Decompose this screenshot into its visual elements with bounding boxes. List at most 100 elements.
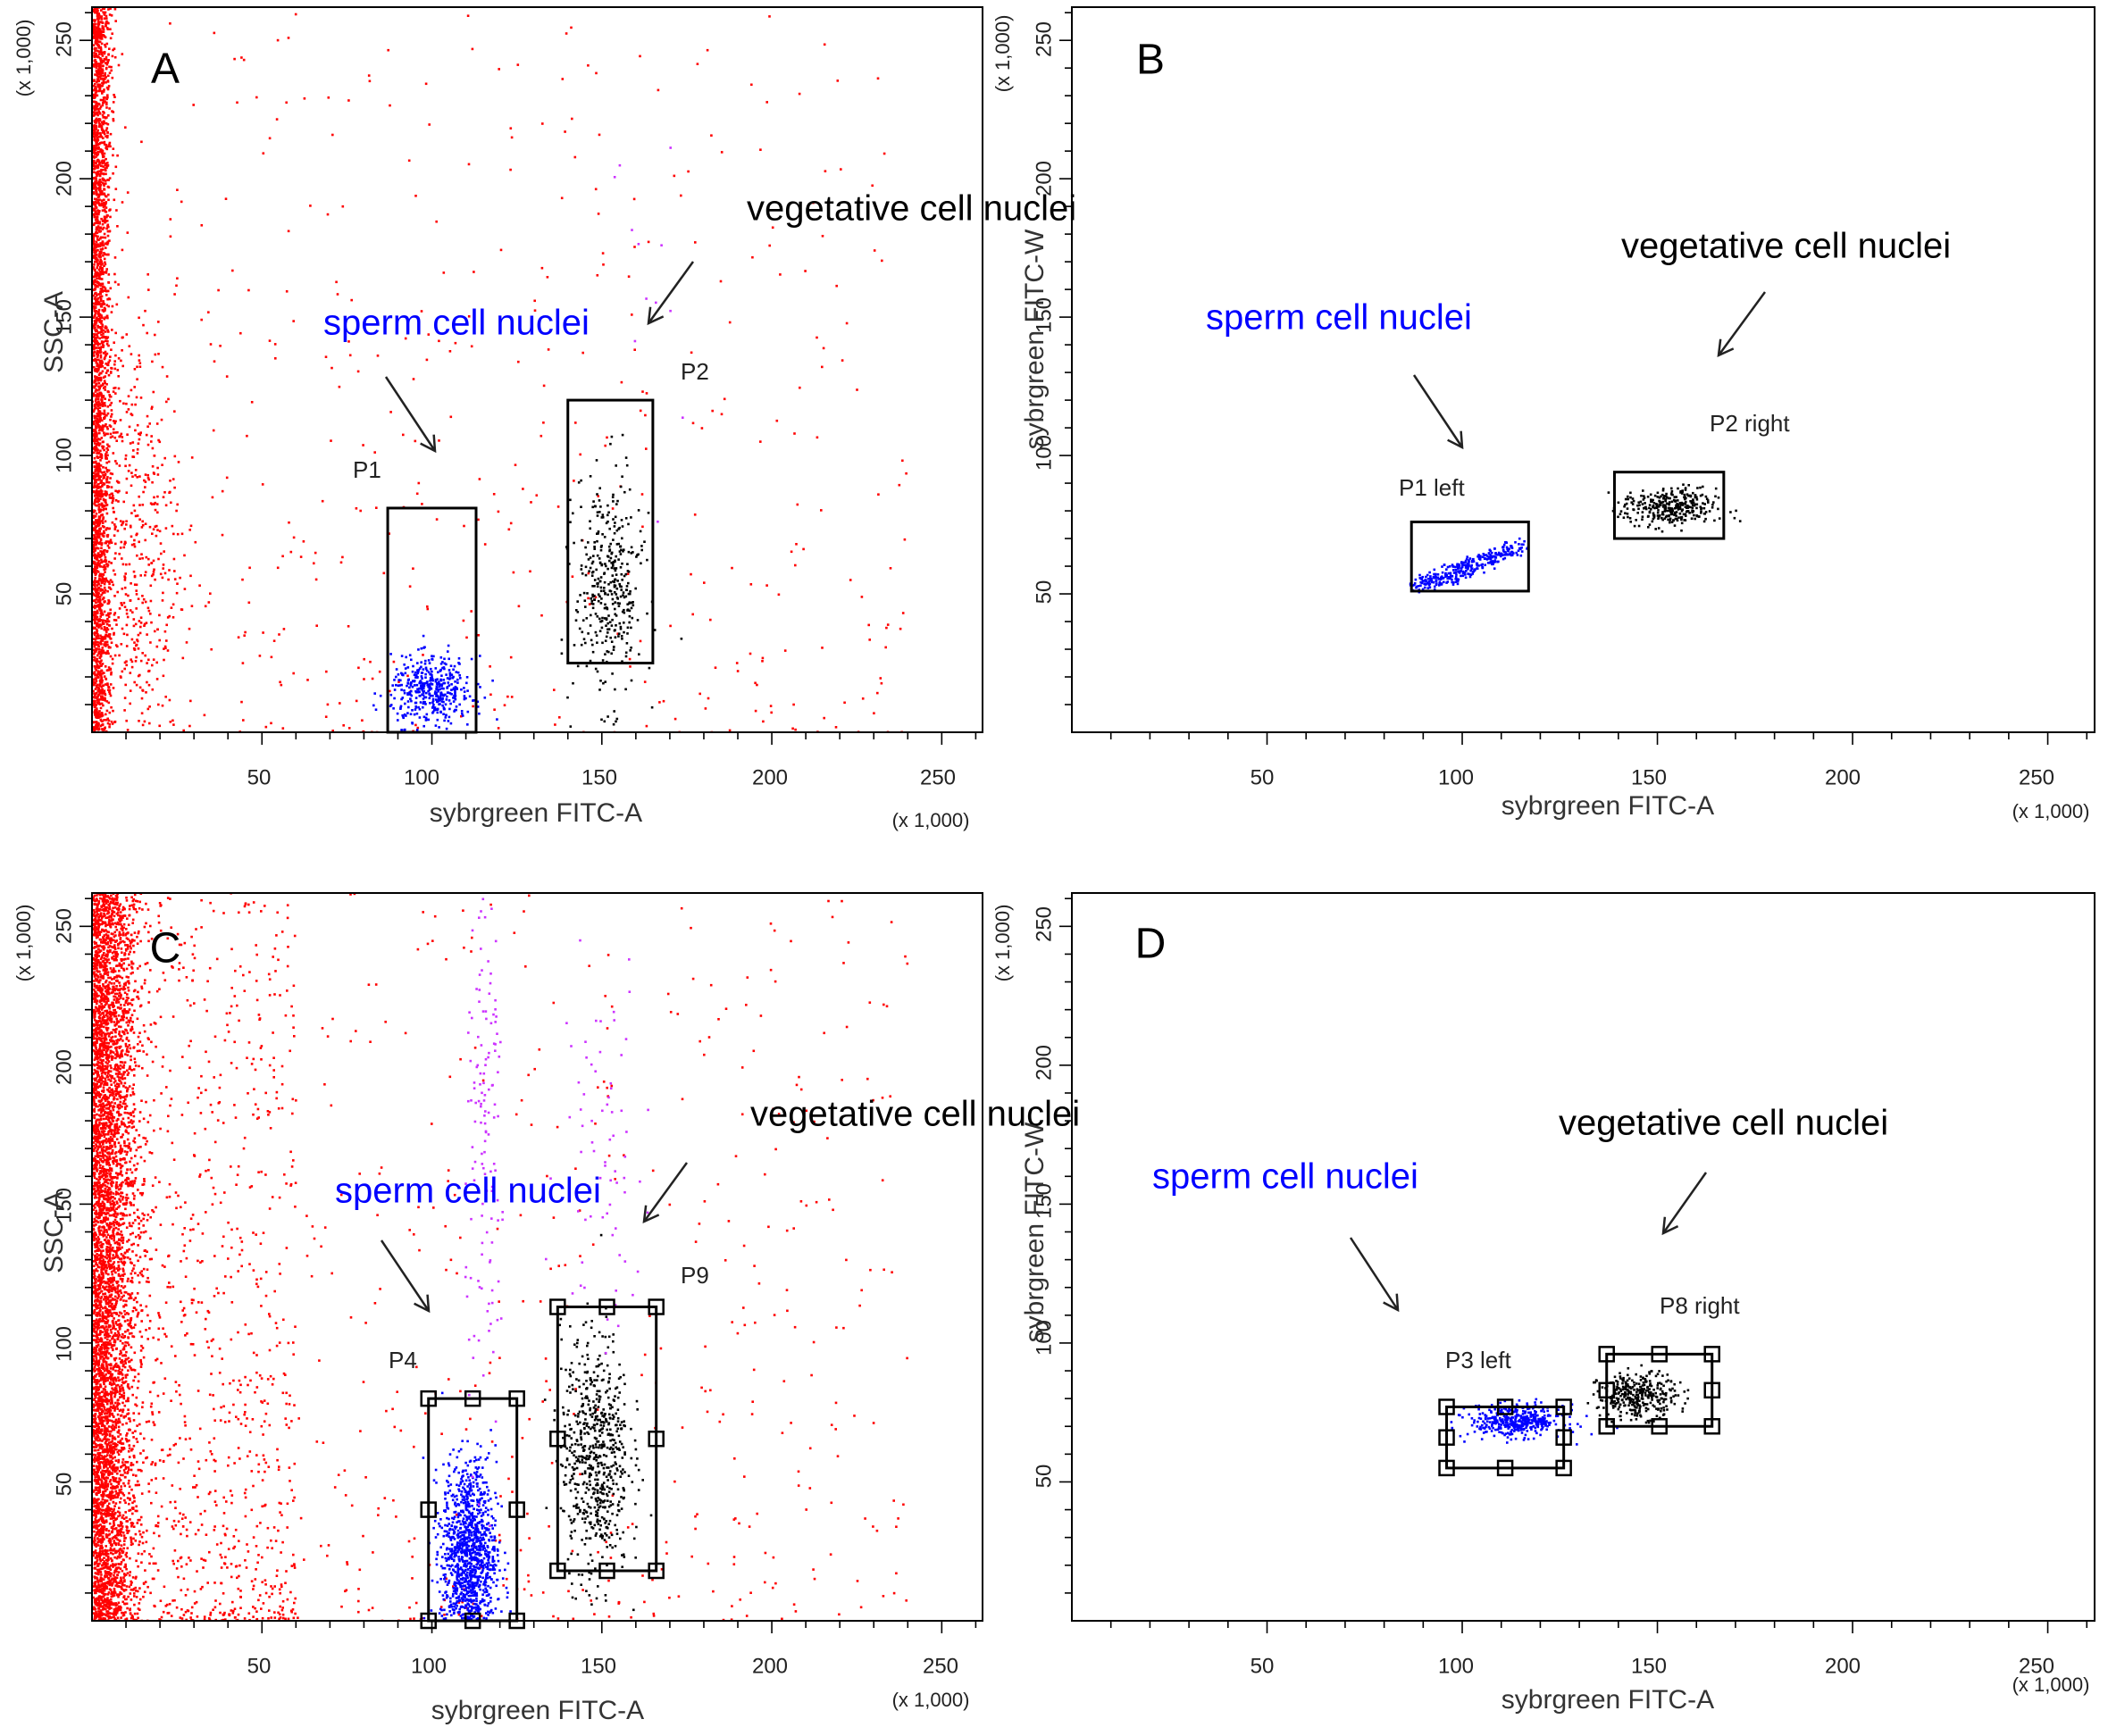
- data-point: [163, 456, 166, 460]
- data-point: [1421, 580, 1425, 582]
- data-point: [1502, 549, 1505, 552]
- data-point: [96, 403, 99, 406]
- data-point: [105, 220, 107, 223]
- data-point: [416, 662, 419, 664]
- data-point: [106, 297, 109, 301]
- data-point: [647, 240, 650, 244]
- data-point: [597, 577, 600, 580]
- data-point: [126, 433, 129, 436]
- data-point: [110, 69, 113, 72]
- data-point: [92, 339, 95, 343]
- data-point: [326, 213, 330, 216]
- data-point: [414, 676, 417, 679]
- data-point: [860, 596, 864, 598]
- data-point: [355, 699, 358, 703]
- data-point: [107, 21, 110, 25]
- data-point: [92, 540, 95, 544]
- data-point: [106, 145, 110, 148]
- data-point: [173, 578, 177, 580]
- data-point: [99, 412, 103, 415]
- data-point: [424, 659, 427, 663]
- data-point: [629, 649, 632, 652]
- data-point: [125, 612, 129, 615]
- data-point: [331, 730, 334, 732]
- data-point: [105, 106, 108, 109]
- data-point: [100, 248, 104, 251]
- data-point: [102, 619, 105, 622]
- data-point: [96, 584, 99, 587]
- data-point: [99, 51, 103, 54]
- data-point: [1683, 493, 1686, 497]
- data-point: [95, 678, 97, 681]
- data-point: [139, 616, 143, 619]
- data-point: [163, 630, 167, 633]
- data-point: [572, 681, 574, 685]
- data-point: [97, 592, 100, 595]
- data-point: [470, 610, 473, 613]
- data-point: [92, 177, 96, 179]
- data-point: [1456, 563, 1459, 566]
- data-point: [173, 486, 176, 489]
- data-point: [93, 112, 96, 114]
- data-point: [431, 658, 434, 661]
- data-point: [445, 727, 448, 730]
- data-point: [624, 517, 628, 520]
- data-point: [92, 395, 96, 397]
- data-point: [96, 339, 98, 343]
- data-point: [108, 13, 112, 16]
- data-point: [102, 578, 105, 581]
- data-point: [397, 684, 400, 688]
- data-point: [113, 633, 115, 636]
- data-point: [94, 375, 96, 378]
- data-point: [94, 94, 97, 96]
- data-point: [96, 593, 100, 597]
- data-point: [92, 148, 95, 152]
- data-point: [98, 410, 102, 413]
- data-point: [237, 636, 240, 638]
- data-point: [96, 193, 100, 196]
- data-point: [765, 101, 768, 104]
- population-4: [372, 634, 498, 731]
- data-point: [1502, 543, 1506, 547]
- data-point: [85, 330, 88, 332]
- sperm-annotation: sperm cell nuclei: [323, 304, 590, 343]
- data-point: [93, 320, 96, 322]
- data-point: [603, 606, 606, 610]
- data-point: [1460, 567, 1463, 570]
- data-point: [96, 63, 100, 65]
- data-point: [106, 405, 110, 408]
- data-point: [154, 630, 156, 633]
- data-point: [605, 624, 607, 627]
- data-point: [1628, 517, 1632, 520]
- data-point: [100, 340, 104, 343]
- data-point: [109, 694, 113, 697]
- data-point: [115, 462, 118, 465]
- data-point: [98, 554, 102, 556]
- data-point: [95, 318, 98, 321]
- data-point: [94, 631, 96, 634]
- data-point: [97, 477, 100, 480]
- data-point: [439, 683, 442, 687]
- data-point: [393, 697, 396, 700]
- data-point: [96, 660, 100, 664]
- data-point: [132, 618, 136, 621]
- data-point: [1449, 576, 1451, 580]
- data-point: [95, 721, 97, 723]
- data-point: [623, 596, 626, 599]
- data-point: [434, 724, 438, 727]
- data-point: [105, 58, 108, 61]
- data-point: [1461, 570, 1465, 573]
- data-point: [95, 438, 98, 441]
- data-point: [94, 37, 96, 39]
- data-point: [65, 685, 68, 688]
- data-point: [93, 728, 96, 730]
- data-point: [607, 511, 610, 514]
- data-point: [1426, 577, 1430, 580]
- data-point: [133, 641, 136, 644]
- data-point: [103, 112, 105, 114]
- data-point: [102, 497, 105, 501]
- data-point: [154, 525, 157, 528]
- data-point: [105, 42, 109, 46]
- data-point: [96, 28, 100, 30]
- data-point: [164, 696, 167, 698]
